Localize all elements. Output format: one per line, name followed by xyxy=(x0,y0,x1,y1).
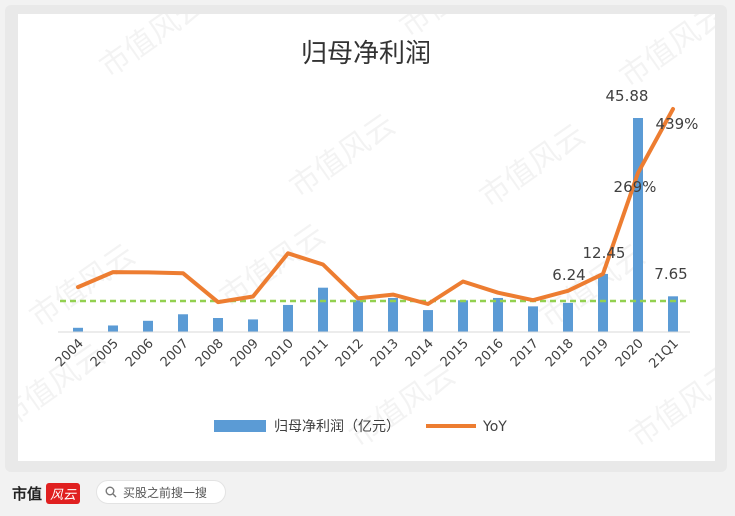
x-tick-2015: 2015 xyxy=(438,336,472,370)
x-tick-2010: 2010 xyxy=(263,336,297,370)
bar-2007 xyxy=(178,314,188,332)
bar-2018 xyxy=(563,302,573,332)
bar-2006 xyxy=(143,320,153,332)
legend-bar-label: 归母净利润（亿元） xyxy=(274,418,400,435)
brand-text: 市值 xyxy=(12,484,43,503)
x-tick-2007: 2007 xyxy=(158,336,192,370)
bar-2015 xyxy=(458,300,468,332)
data-label-layer: 6.24 12.45 45.88 7.65 269% 439% xyxy=(552,87,698,284)
x-tick-2019: 2019 xyxy=(578,336,612,370)
search-box[interactable]: 买股之前搜一搜 xyxy=(96,480,226,504)
chart-title: 归母净利润 xyxy=(301,39,431,69)
bar-2019 xyxy=(598,273,608,332)
bar-2016 xyxy=(493,297,503,332)
x-tick-2013: 2013 xyxy=(368,336,402,370)
bar-label-2020: 12.45 xyxy=(583,244,626,262)
x-tick-2006: 2006 xyxy=(123,336,157,370)
search-icon xyxy=(105,486,117,498)
bar-label-21Q1: 45.88 xyxy=(606,87,649,105)
brand-logo: 市值 风云 xyxy=(12,480,81,506)
bar-2020 xyxy=(633,118,643,332)
x-tick-2011: 2011 xyxy=(298,336,332,370)
x-tick-2018: 2018 xyxy=(543,336,577,370)
legend-line-label: YoY xyxy=(482,419,507,435)
x-tick-2016: 2016 xyxy=(473,336,507,370)
footer: 市值 风云 买股之前搜一搜 xyxy=(0,472,735,516)
bar-2014 xyxy=(423,310,433,332)
yoy-line-layer xyxy=(76,107,675,306)
search-placeholder: 买股之前搜一搜 xyxy=(123,485,208,500)
bar-label-2019: 6.24 xyxy=(552,266,585,284)
watermark-layer: 市值风云市值风云市值风云市值风云市值风云市值风云市值风云市值风云市值风云市值风云… xyxy=(18,14,715,455)
bar-2005 xyxy=(108,325,118,332)
legend: 归母净利润（亿元） YoY xyxy=(214,418,507,435)
yoy-label-undefined: 439% xyxy=(656,115,699,133)
bar-2011 xyxy=(318,287,328,332)
bar-21Q1 xyxy=(668,296,678,332)
brand-badge: 风云 xyxy=(46,482,81,504)
bar-2004 xyxy=(73,327,83,332)
yoy-label-21Q1: 269% xyxy=(614,178,657,196)
bar-2009 xyxy=(248,319,258,332)
x-tick-2009: 2009 xyxy=(228,336,262,370)
x-tick-2020: 2020 xyxy=(613,336,647,370)
x-tick-2012: 2012 xyxy=(333,336,367,370)
bars-layer xyxy=(73,118,678,332)
x-tick-21Q1: 21Q1 xyxy=(646,336,681,371)
bar-label-undefined: 7.65 xyxy=(654,265,687,283)
yoy-line xyxy=(76,107,675,306)
bar-2013 xyxy=(388,297,398,332)
x-tick-layer: 2004 2005 2006 2007 2008 2009 2010 2011 2012 2013… xyxy=(53,336,682,371)
chart: 市值风云市值风云市值风云市值风云市值风云市值风云市值风云市值风云市值风云市值风云… xyxy=(18,14,715,455)
legend-bar-swatch xyxy=(214,420,266,432)
x-tick-2008: 2008 xyxy=(193,336,227,370)
bar-2012 xyxy=(353,300,363,332)
bar-2017 xyxy=(528,306,538,332)
bar-2008 xyxy=(213,318,223,332)
bar-2010 xyxy=(283,304,293,332)
x-tick-2017: 2017 xyxy=(508,336,542,370)
chart-card: 市值风云市值风云市值风云市值风云市值风云市值风云市值风云市值风云市值风云市值风云… xyxy=(18,14,715,461)
